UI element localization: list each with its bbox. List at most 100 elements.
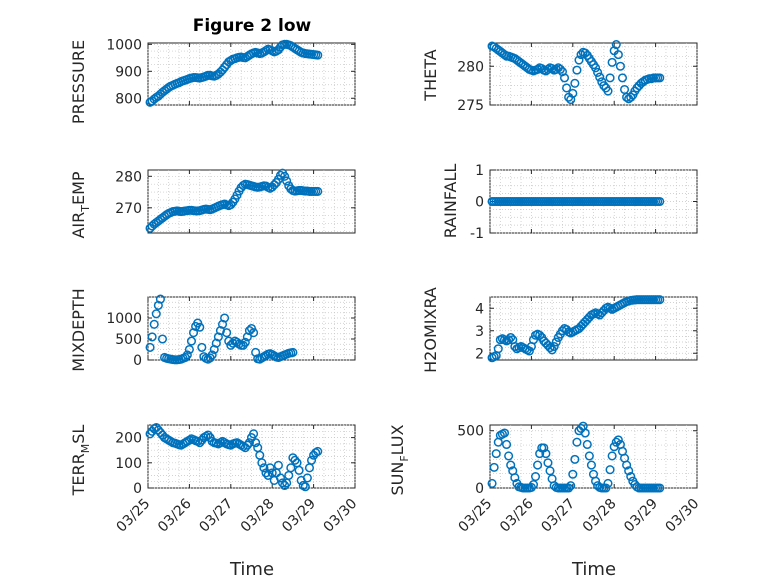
data-point	[510, 341, 520, 352]
data-point	[543, 458, 553, 468]
data-point	[528, 480, 539, 490]
ytick-label: 0	[475, 481, 484, 497]
data-point	[504, 335, 514, 345]
data-point	[557, 326, 568, 336]
data-point	[249, 328, 259, 338]
data-point	[155, 294, 165, 304]
data-point	[313, 186, 323, 196]
subplot-7: 0 100 200 03/25 03/26 03/27 03/28 03/29 03/30	[114, 422, 361, 536]
data-point	[240, 337, 250, 347]
data-point	[568, 469, 578, 479]
data-point	[203, 430, 213, 440]
xlabel-right: Time	[571, 559, 616, 580]
xtick-label: 03/25	[114, 496, 154, 536]
data-point	[506, 460, 516, 470]
data-point	[580, 428, 590, 438]
data-point	[586, 460, 596, 470]
subplot-5: 0 500 1000	[106, 294, 356, 369]
data-point	[242, 440, 252, 450]
data-point	[593, 67, 603, 77]
data-point	[182, 350, 192, 360]
data-point	[549, 341, 559, 352]
subplot-6: 2 3 4	[475, 295, 698, 363]
data-point	[228, 338, 238, 348]
ytick-label: 900	[115, 64, 142, 80]
xtick-label: 03/25	[456, 496, 496, 536]
data-point	[613, 435, 623, 445]
data-point	[572, 437, 582, 447]
data-point	[294, 465, 304, 475]
data-point	[533, 460, 543, 470]
xtick-label: 03/30	[321, 496, 361, 536]
subplot-1: 800 900 1000	[106, 37, 356, 107]
ylabel-rainfall: RAINFALL	[441, 164, 460, 239]
data-point	[275, 473, 286, 483]
data-point	[617, 73, 628, 83]
ytick-label: 1000	[106, 37, 142, 53]
data-point	[499, 428, 510, 438]
data-point	[551, 337, 561, 347]
ytick-label: 200	[115, 431, 142, 447]
data-point	[613, 50, 623, 60]
data-point	[615, 61, 625, 71]
data-point	[562, 83, 572, 93]
data-point	[557, 67, 568, 77]
xtick-label: 03/27	[196, 496, 236, 536]
data-point	[607, 451, 617, 461]
data-point	[655, 483, 665, 493]
ylabel-air-temp: AIRTEMP	[69, 171, 92, 238]
data-point	[249, 429, 259, 439]
data-point	[530, 471, 541, 482]
data-point	[288, 347, 298, 357]
data-point	[149, 319, 159, 329]
data-point	[655, 196, 665, 207]
data-point	[566, 95, 576, 105]
data-point	[220, 313, 230, 323]
data-point	[570, 78, 580, 88]
data-point	[539, 443, 549, 453]
ytick-label: 280	[457, 59, 484, 75]
data-point	[280, 171, 290, 181]
data-point	[576, 50, 586, 60]
data-point	[541, 449, 551, 459]
data-point	[506, 332, 516, 343]
ytick-label: 1	[475, 163, 484, 179]
ytick-label: 275	[457, 98, 484, 114]
data-point	[282, 176, 292, 186]
data-point	[278, 478, 288, 488]
xtick-label: 03/28	[238, 496, 278, 536]
ytick-label: 270	[115, 201, 142, 217]
data-point	[559, 73, 570, 83]
subplot-2: 275 280	[457, 40, 698, 114]
ytick-label: 0	[133, 481, 142, 497]
data-point	[286, 463, 296, 473]
data-point	[524, 346, 534, 356]
data-point	[251, 438, 261, 448]
data-point	[605, 73, 615, 83]
ylabel-sun-flux: SUNFLUX	[388, 424, 411, 495]
data-point	[566, 481, 576, 491]
ytick-label: 500	[115, 332, 142, 348]
data-point	[504, 451, 514, 461]
data-point	[180, 352, 190, 363]
ylabel-terr-msl: TERRMSL	[69, 425, 92, 497]
data-point	[595, 72, 605, 82]
data-point	[555, 64, 565, 74]
data-point	[197, 342, 207, 352]
data-point	[502, 439, 512, 450]
data-point	[568, 88, 578, 98]
data-point	[570, 454, 580, 464]
data-point	[244, 438, 254, 448]
data-point	[582, 439, 592, 450]
data-point	[624, 466, 634, 476]
data-point	[533, 64, 543, 74]
xtick-label: 03/30	[663, 496, 703, 536]
data-point	[302, 473, 312, 483]
chart-title: Figure 2 low	[193, 16, 312, 36]
data-point	[655, 73, 665, 83]
ytick-label: 800	[115, 91, 142, 107]
data-point	[591, 476, 601, 486]
data-point	[151, 309, 161, 319]
ytick-label: 0	[475, 195, 484, 211]
